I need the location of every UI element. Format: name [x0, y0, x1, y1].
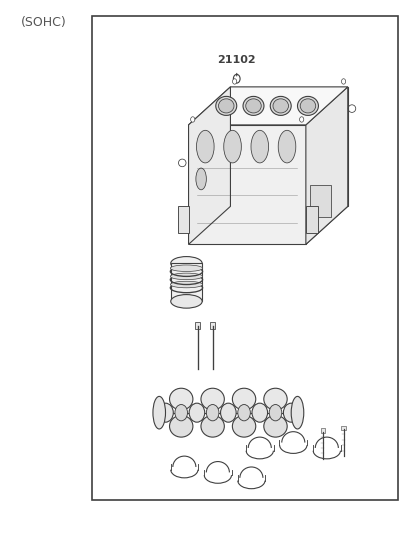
Ellipse shape	[201, 388, 224, 410]
Circle shape	[191, 117, 195, 122]
Bar	[210, 322, 215, 329]
Ellipse shape	[170, 273, 203, 280]
Text: 21102: 21102	[217, 55, 256, 65]
Ellipse shape	[297, 97, 318, 116]
Bar	[321, 428, 325, 433]
Circle shape	[341, 79, 346, 84]
Ellipse shape	[189, 403, 205, 422]
Ellipse shape	[197, 130, 214, 163]
Ellipse shape	[243, 97, 264, 116]
Ellipse shape	[170, 415, 193, 437]
Polygon shape	[306, 87, 348, 244]
Ellipse shape	[283, 403, 299, 422]
Ellipse shape	[196, 168, 207, 190]
Circle shape	[233, 79, 237, 84]
Ellipse shape	[246, 99, 261, 113]
Ellipse shape	[300, 99, 316, 113]
Ellipse shape	[251, 130, 269, 163]
Ellipse shape	[252, 403, 268, 422]
Ellipse shape	[233, 415, 256, 437]
Ellipse shape	[270, 97, 291, 116]
Ellipse shape	[233, 388, 256, 410]
Ellipse shape	[171, 257, 202, 270]
Polygon shape	[189, 206, 348, 244]
Bar	[341, 426, 346, 430]
Circle shape	[238, 405, 251, 421]
Polygon shape	[189, 87, 348, 125]
Ellipse shape	[201, 415, 224, 437]
Ellipse shape	[216, 97, 237, 116]
Ellipse shape	[171, 294, 202, 308]
Ellipse shape	[220, 403, 236, 422]
Circle shape	[269, 405, 282, 421]
Ellipse shape	[264, 415, 287, 437]
Polygon shape	[189, 87, 230, 244]
Polygon shape	[189, 125, 306, 244]
Ellipse shape	[170, 281, 203, 288]
Bar	[310, 185, 331, 217]
Ellipse shape	[219, 99, 234, 113]
Polygon shape	[306, 206, 318, 233]
Bar	[92, 16, 398, 500]
Ellipse shape	[264, 388, 287, 410]
Ellipse shape	[224, 130, 241, 163]
Ellipse shape	[278, 130, 296, 163]
Ellipse shape	[291, 396, 304, 429]
Ellipse shape	[273, 99, 289, 113]
Ellipse shape	[170, 388, 193, 410]
Ellipse shape	[158, 403, 173, 422]
Bar	[195, 322, 200, 329]
Bar	[171, 263, 202, 301]
Circle shape	[300, 117, 304, 122]
Circle shape	[175, 405, 188, 421]
Text: (SOHC): (SOHC)	[21, 16, 67, 29]
Ellipse shape	[170, 265, 203, 272]
Circle shape	[207, 405, 219, 421]
Polygon shape	[178, 206, 189, 233]
Polygon shape	[230, 87, 348, 206]
Ellipse shape	[153, 396, 166, 429]
